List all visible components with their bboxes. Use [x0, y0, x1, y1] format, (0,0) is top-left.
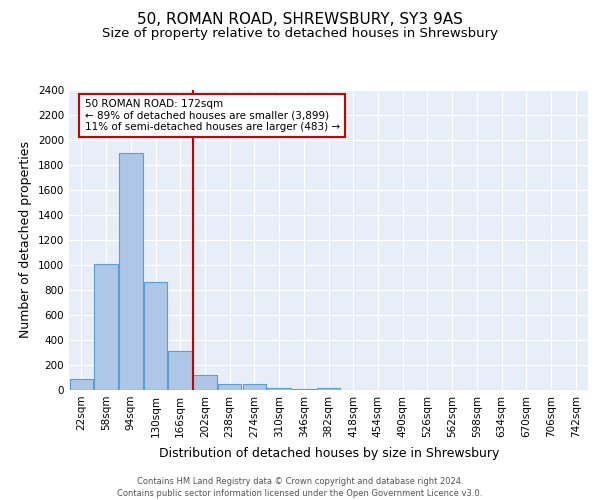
Bar: [94, 264, 118, 390]
Bar: [292, 389, 316, 390]
Text: 50 ROMAN ROAD: 172sqm
← 89% of detached houses are smaller (3,899)
11% of semi-d: 50 ROMAN ROAD: 172sqm ← 89% of detached …: [85, 99, 340, 132]
Text: Size of property relative to detached houses in Shrewsbury: Size of property relative to detached ho…: [102, 28, 498, 40]
Bar: [119, 154, 143, 390]
Bar: [218, 384, 241, 390]
Bar: [144, 282, 167, 390]
Bar: [268, 388, 291, 390]
Bar: [70, 379, 93, 390]
Text: Distribution of detached houses by size in Shrewsbury: Distribution of detached houses by size …: [158, 448, 499, 460]
Bar: [242, 384, 266, 390]
Text: 50, ROMAN ROAD, SHREWSBURY, SY3 9AS: 50, ROMAN ROAD, SHREWSBURY, SY3 9AS: [137, 12, 463, 28]
Text: Contains HM Land Registry data © Crown copyright and database right 2024.
Contai: Contains HM Land Registry data © Crown c…: [118, 476, 482, 498]
Bar: [317, 388, 340, 390]
Y-axis label: Number of detached properties: Number of detached properties: [19, 142, 32, 338]
Bar: [193, 375, 217, 390]
Bar: [169, 350, 192, 390]
